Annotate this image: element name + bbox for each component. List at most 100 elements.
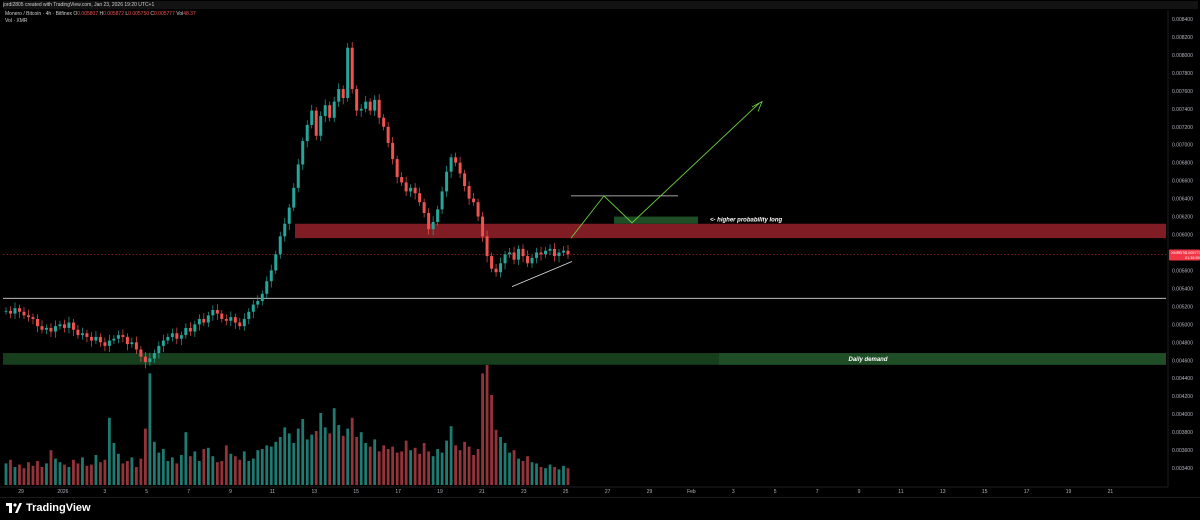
volume-bar [377, 451, 381, 485]
candle-body [535, 252, 539, 258]
candle-body [400, 177, 404, 183]
candle-body [98, 336, 102, 343]
candle-body [139, 349, 143, 357]
volume-bar [215, 462, 219, 485]
symbol-legend[interactable]: Monero / Bitcoin · 4h · Bitfinex O0.0058… [5, 11, 196, 25]
volume-bar [539, 467, 543, 485]
y-tick-label: 0.005000 [1172, 322, 1193, 328]
volume-bar [413, 447, 417, 485]
x-tick-label: 11 [270, 489, 275, 495]
x-tick-label: 9 [858, 489, 861, 495]
projection-path[interactable] [570, 103, 760, 239]
candle-body [17, 308, 21, 312]
price-tag-countdown: 01:39:39 [1185, 256, 1200, 260]
x-tick-label: 15 [982, 489, 988, 495]
volume-bar [72, 459, 75, 485]
volume-bar [400, 451, 404, 485]
candle-body [94, 336, 98, 341]
candle-body [490, 256, 494, 269]
y-tick-label: 0.006800 [1172, 161, 1193, 167]
x-tick-label: 2026 [57, 489, 68, 495]
volume-bar [553, 467, 556, 485]
volume-bar [27, 462, 30, 485]
volume-bar [94, 455, 98, 485]
projection-arrowhead [751, 100, 763, 112]
ohlc-value-h: 0.005872 [103, 11, 124, 17]
volume-bar [130, 457, 134, 485]
volume-bar [485, 365, 489, 485]
candle-body [242, 318, 246, 327]
volume-bar [535, 463, 538, 485]
candle-body [359, 108, 363, 111]
volume-bar [310, 434, 314, 485]
demand-zone[interactable] [3, 353, 1166, 365]
candle-body [278, 236, 282, 255]
candle-body [373, 99, 377, 111]
ohlc-key-c: C [149, 11, 155, 17]
volume-bar [508, 452, 511, 485]
symbol-line[interactable]: Monero / Bitcoin · 4h · Bitfinex [5, 11, 72, 17]
volume-bar [251, 458, 255, 485]
volume-bar [499, 437, 502, 485]
x-tick-label: 13 [312, 489, 318, 495]
candle-body [517, 248, 521, 260]
y-tick-label: 0.004600 [1172, 358, 1193, 364]
y-tick-label: 0.006000 [1172, 233, 1193, 239]
candle-body [49, 327, 53, 332]
volume-bar [305, 439, 309, 485]
volume-bar [139, 458, 143, 485]
volume-bar [161, 449, 165, 485]
volume-bar [481, 373, 484, 485]
candle-body [274, 254, 278, 271]
volume-bar [238, 459, 242, 485]
candle-body [269, 270, 273, 282]
candle-body [22, 311, 26, 316]
price-tag-symbol: XMRBTC [1171, 251, 1187, 255]
volume-bar [90, 464, 93, 485]
candle-body [152, 353, 156, 359]
volume-bar [458, 450, 462, 485]
brand-name: TradingView [26, 502, 91, 514]
resistance-zone[interactable] [295, 223, 1166, 239]
volume-bar [395, 452, 399, 485]
x-tick-label: 29 [647, 489, 653, 495]
ohlc-key-l: L [123, 11, 129, 17]
candle-body [40, 326, 44, 330]
y-tick-label: 0.006200 [1172, 215, 1193, 221]
volume-bar [117, 453, 120, 485]
rising-trendline[interactable] [511, 261, 573, 287]
candle-body [310, 110, 314, 125]
author-line: jordi2805 created with TradingView.com, … [3, 2, 155, 8]
x-tick-label: 13 [940, 489, 946, 495]
candle-body [184, 327, 188, 336]
candle-body [391, 142, 395, 160]
candle-body [224, 318, 228, 321]
volume-bar [206, 447, 210, 485]
price-tag[interactable] [1169, 249, 1200, 261]
x-tick-label: 21 [479, 489, 485, 495]
candle-body [499, 263, 503, 273]
candle-body [346, 47, 350, 99]
ohlc-values: O0.005807 H0.005872 L0.005750 C0.005777 … [73, 11, 195, 17]
x-tick-label: 7 [816, 489, 819, 495]
candle-body [566, 250, 570, 255]
candle-body [508, 252, 512, 255]
candle-body [503, 254, 507, 264]
long-entry-zone[interactable] [614, 216, 698, 224]
indicator-legend[interactable]: Vol · XMR [5, 18, 28, 24]
x-tick-label: 7 [187, 489, 190, 495]
volume-bar [67, 467, 71, 485]
volume-bar [359, 432, 363, 485]
y-tick-label: 0.004200 [1172, 394, 1193, 400]
candle-body [328, 105, 332, 118]
candle-body [35, 318, 39, 327]
ohlc-value-o: 0.005807 [77, 11, 99, 17]
y-tick-label: 0.003600 [1172, 448, 1193, 454]
candle-body [382, 117, 386, 127]
volume-bar [517, 458, 520, 485]
tradingview-brand[interactable]: TradingView [6, 502, 91, 514]
candle-body [314, 110, 318, 136]
candle-body [292, 187, 296, 208]
